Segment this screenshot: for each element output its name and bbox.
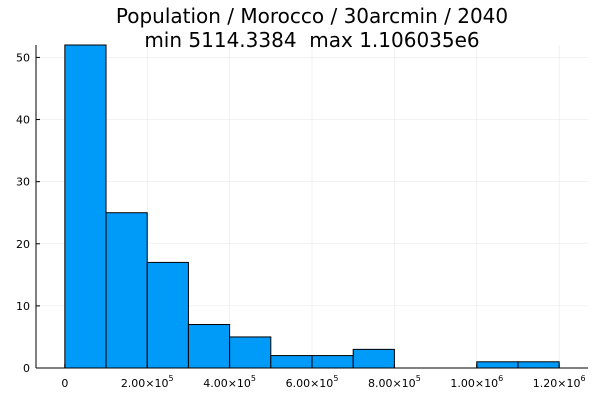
axes: 0 2.00×105 4.00×105 6.00×105 8.00×105 1.00×10… [16, 45, 588, 390]
x-tick-label: 4.00×105 [203, 374, 256, 390]
x-tick-label: 2.00×105 [121, 374, 174, 390]
x-tick-label: 1.20×106 [533, 374, 586, 390]
histogram-bar [64, 44, 107, 369]
y-tick-label: 20 [16, 238, 30, 251]
y-tick-label: 10 [16, 300, 30, 313]
y-tick-label: 50 [16, 51, 30, 64]
chart-title: Population / Morocco / 30arcmin / 2040 [116, 4, 508, 28]
histogram-bar [270, 355, 313, 369]
bars [64, 44, 560, 369]
histogram-bar [311, 355, 354, 369]
y-tick-label: 0 [23, 362, 30, 375]
histogram-bar [229, 336, 272, 369]
histogram-bar [517, 361, 560, 369]
x-tick-label: 0 [61, 377, 68, 390]
x-tick-label: 8.00×105 [368, 374, 421, 390]
y-tick-label: 30 [16, 176, 30, 189]
x-tick-label: 1.00×106 [450, 374, 503, 390]
histogram-bar [476, 361, 519, 369]
x-tick-label: 6.00×105 [286, 374, 339, 390]
histogram-bar [187, 324, 231, 369]
y-tick-label: 40 [16, 114, 30, 127]
histogram-bar [352, 348, 395, 369]
histogram-bar [105, 212, 148, 369]
chart-subtitle: min 5114.3384 max 1.106035e6 [144, 28, 479, 52]
histogram-bar [146, 261, 189, 369]
